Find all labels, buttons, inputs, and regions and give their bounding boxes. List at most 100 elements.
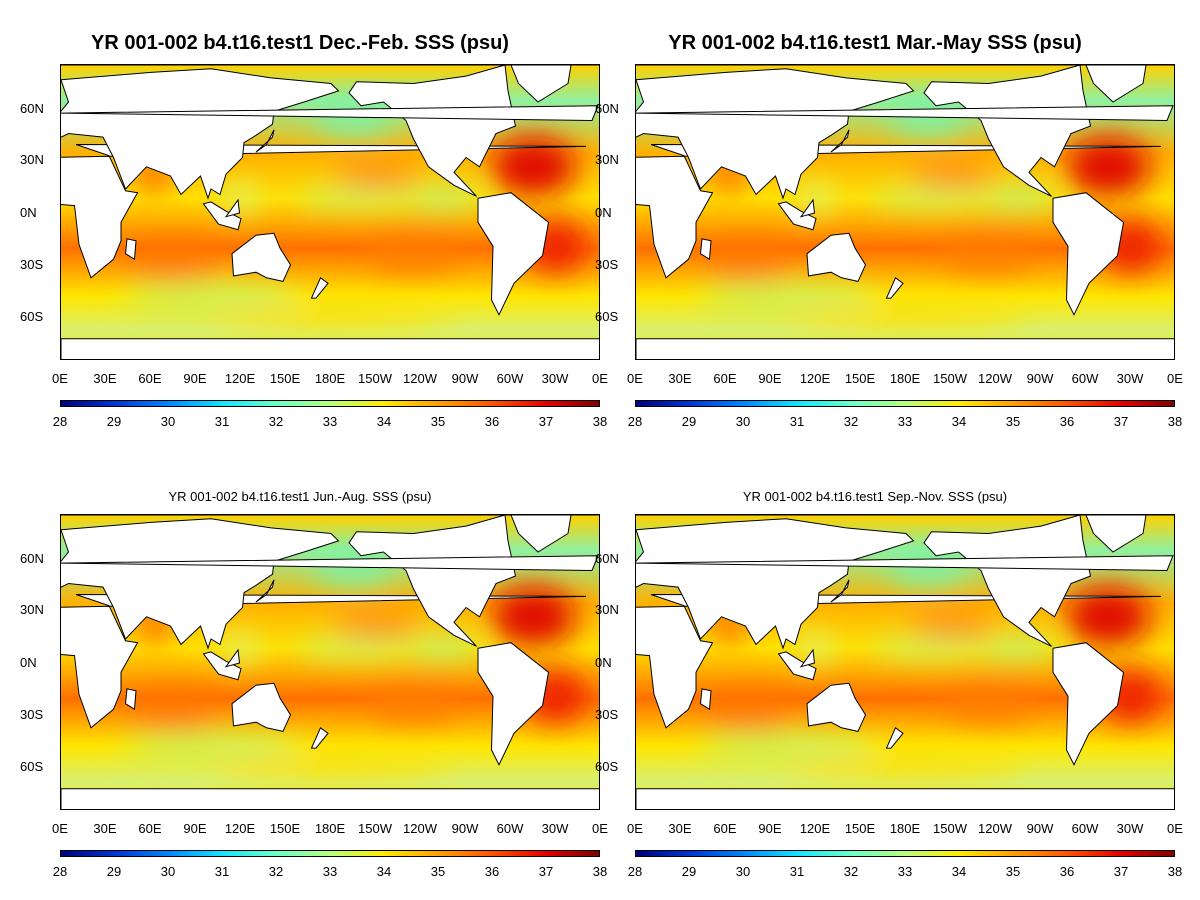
lon-label: 60W [496, 821, 524, 836]
lat-label: 30S [595, 257, 619, 272]
panel-title: YR 001-002 b4.t16.test1 Dec.-Feb. SSS (p… [91, 32, 509, 54]
colorbar-tick-label: 36 [484, 864, 500, 879]
panel-title: YR 001-002 b4.t16.test1 Jun.-Aug. SSS (p… [168, 489, 432, 504]
colorbar-tick-label: 29 [106, 414, 122, 429]
lon-label: 150W [933, 821, 967, 836]
colorbar-tick-label: 38 [592, 864, 608, 879]
sss-field [61, 515, 599, 809]
lon-label: 180E [889, 821, 921, 836]
colorbar-tick-label: 28 [52, 414, 68, 429]
lon-label: 60W [1071, 821, 1099, 836]
lon-label: 60W [1071, 371, 1099, 386]
colorbar-tick-label: 36 [1059, 414, 1075, 429]
lat-label: 30S [595, 707, 619, 722]
salinity-blob [703, 242, 794, 276]
lon-label: 90W [1026, 821, 1054, 836]
lon-label: 90W [1026, 371, 1054, 386]
map-panel-jja: YR 001-002 b4.t16.test1 Jun.-Aug. SSS (p… [0, 450, 608, 890]
lat-label: 0N [595, 655, 612, 670]
salinity-map [635, 514, 1175, 810]
salinity-blob [406, 638, 481, 658]
lat-label: 30N [595, 152, 619, 167]
colorbar-tick-label: 29 [681, 414, 697, 429]
lon-label: 0E [1167, 821, 1183, 836]
lon-label: 0E [52, 371, 68, 386]
lon-label: 150W [358, 371, 392, 386]
land-mask [699, 238, 712, 261]
land-mask [806, 232, 867, 282]
sss-field [636, 515, 1174, 809]
land-mask [636, 788, 1174, 809]
lat-label: 60N [20, 551, 44, 566]
lon-label: 150E [269, 821, 301, 836]
salinity-blob [334, 157, 418, 188]
lat-label: 0N [20, 205, 37, 220]
land-mask [348, 65, 517, 197]
colorbar-tick-label: 33 [322, 864, 338, 879]
lat-label: 60S [20, 309, 44, 324]
lon-label: 120E [799, 371, 831, 386]
panel-title: YR 001-002 b4.t16.test1 Sep.-Nov. SSS (p… [742, 489, 1008, 504]
land-mask [202, 651, 242, 681]
land-mask [224, 198, 241, 218]
lat-label: 60S [20, 759, 44, 774]
colorbar-tick-label: 35 [1005, 414, 1021, 429]
lon-label: 60E [713, 371, 737, 386]
land-mask [1052, 642, 1125, 766]
colorbar-tick-label: 28 [627, 414, 643, 429]
lon-label: 90E [758, 821, 782, 836]
land-mask [806, 682, 867, 732]
salinity-blob [211, 753, 451, 776]
lon-label: 90E [183, 371, 207, 386]
colorbar-tick-label: 38 [592, 414, 608, 429]
lon-label: 120W [978, 821, 1012, 836]
land-mask [636, 594, 1162, 729]
lon-label: 30W [541, 371, 569, 386]
lon-label: 30W [1116, 371, 1144, 386]
lon-label: 180E [314, 371, 346, 386]
salinity-blob [786, 303, 1026, 326]
salinity-blob [211, 303, 451, 326]
lon-label: 90E [183, 821, 207, 836]
lon-label: 90W [451, 371, 479, 386]
colorbar-tick-label: 30 [160, 414, 176, 429]
lat-label: 60S [595, 309, 619, 324]
lon-label: 60W [496, 371, 524, 386]
colorbar [635, 400, 1175, 407]
lon-label: 90W [451, 821, 479, 836]
salinity-blob [786, 753, 1026, 776]
salinity-blob [334, 607, 418, 638]
land-mask [255, 579, 275, 603]
lon-label: 60E [138, 371, 162, 386]
land-mask [61, 105, 599, 122]
land-mask [310, 277, 329, 299]
colorbar-tick-label: 32 [268, 864, 284, 879]
lat-label: 0N [595, 205, 612, 220]
salinity-blob [121, 285, 301, 308]
lon-label: 150W [933, 371, 967, 386]
lon-label: 120W [978, 371, 1012, 386]
colorbar-tick-label: 34 [376, 414, 392, 429]
land-mask [799, 198, 816, 218]
sss-field [636, 65, 1174, 359]
salinity-blob [121, 735, 301, 758]
land-mask [777, 651, 817, 681]
land-mask [636, 105, 1174, 122]
salinity-blob [1066, 587, 1151, 647]
salinity-blob [909, 607, 993, 638]
colorbar-tick-label: 30 [735, 864, 751, 879]
lat-label: 60N [595, 101, 619, 116]
salinity-blob [220, 183, 262, 213]
salinity-blob [981, 188, 1056, 208]
land-mask [310, 727, 329, 749]
colorbar-tick-label: 38 [1167, 414, 1183, 429]
panel-title: YR 001-002 b4.t16.test1 Mar.-May SSS (ps… [668, 32, 1082, 54]
salinity-blob [943, 687, 1034, 721]
land-mask [61, 594, 587, 729]
salinity-blob [696, 285, 876, 308]
land-mask [1052, 192, 1125, 316]
lon-label: 120W [403, 371, 437, 386]
lon-label: 60E [138, 821, 162, 836]
colorbar-tick-label: 29 [681, 864, 697, 879]
colorbar-tick-label: 32 [843, 864, 859, 879]
